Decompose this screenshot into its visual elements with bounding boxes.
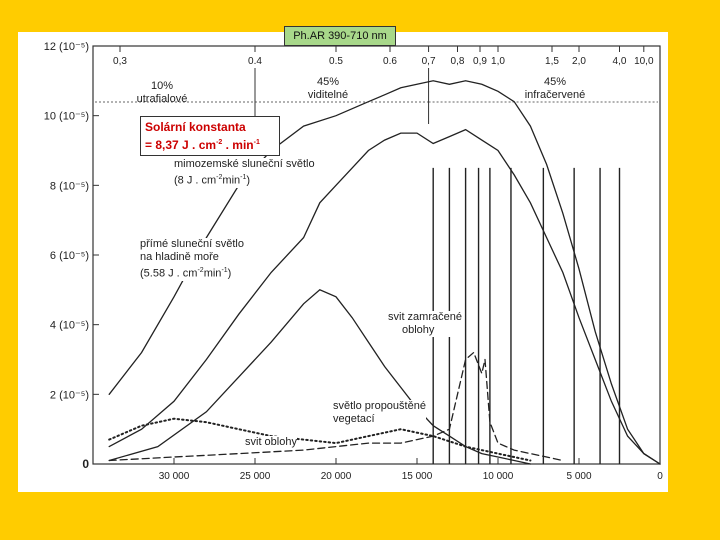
band-visible: 45% viditelné [296, 76, 360, 102]
x-bottom-tick-label: 0 [657, 471, 663, 482]
x-bottom-tick-label: 30 000 [159, 471, 190, 482]
annotation-vegetation: světlo propouštěné vegetací [333, 400, 426, 426]
par-banner: Ph.AR 390-710 nm [284, 26, 396, 46]
sky-light-curve [108, 417, 532, 462]
x-top-tick-label: 0,9 [473, 56, 487, 67]
x-top-tick-label: 0.4 [248, 56, 262, 67]
x-bottom-tick-label: 15 000 [402, 471, 433, 482]
spectrum-chart: 0 2 (10⁻⁵) 4 (10⁻⁵) 6 (10⁻⁵) 8 (10⁻⁵) 10 (10⁻… [44, 41, 663, 482]
annotation-overcast: svit zamračené oblohy [388, 311, 462, 337]
y-tick-label: 10 (10⁻⁵) [44, 111, 89, 123]
solar-constant-box: Solární konstanta = 8,37 J . cm-2 . min-… [140, 116, 280, 156]
annotation-sky: svit oblohy [245, 436, 297, 449]
x-top-tick-label: 4,0 [613, 56, 627, 67]
y-tick-label: 6 (10⁻⁵) [50, 250, 89, 262]
x-top-tick-label: 1,5 [545, 56, 559, 67]
x-top-tick-label: 0,7 [422, 56, 436, 67]
series-layer [108, 80, 661, 465]
x-bottom-tick-label: 20 000 [321, 471, 352, 482]
x-bottom-tick-label: 5 000 [566, 471, 591, 482]
y-tick-label: 4 (10⁻⁵) [50, 320, 89, 332]
x-top-tick-label: 0,3 [113, 56, 127, 67]
x-top-tick-label: 2,0 [572, 56, 586, 67]
band-infrared-name: infračervené [524, 89, 586, 101]
x-top-tick-label: 1,0 [491, 56, 505, 67]
direct-sunlight-curve [108, 128, 661, 465]
band-visible-percent: 45% [316, 76, 340, 88]
x-bottom-tick-label: 25 000 [240, 471, 271, 482]
solar-constant-value: = 8,37 J . cm-2 . min-1 [145, 138, 260, 152]
tick-layer: 0 2 (10⁻⁵) 4 (10⁻⁵) 6 (10⁻⁵) 8 (10⁻⁵) 10 (10⁻… [44, 41, 663, 482]
band-uv: 10% utrafialové [132, 80, 192, 106]
annotation-direct: přímé sluneční světlo na hladině moře (5… [140, 238, 244, 281]
x-top-tick-label: 10,0 [634, 56, 654, 67]
x-top-tick-label: 0.6 [383, 56, 397, 67]
band-uv-name: utrafialové [136, 93, 188, 105]
y-tick-label: 2 (10⁻⁵) [50, 389, 89, 401]
y-tick-label: 12 (10⁻⁵) [44, 41, 89, 53]
overcast-sky-curve [108, 289, 532, 465]
band-visible-name: viditelné [307, 89, 349, 101]
band-infrared-percent: 45% [543, 76, 567, 88]
band-uv-percent: 10% [150, 80, 174, 92]
solar-constant-title: Solární konstanta [145, 120, 246, 134]
annotation-extraterrestrial: mimozemské sluneční světlo (8 J . cm-2mi… [174, 158, 315, 188]
band-infrared: 45% infračervené [510, 76, 600, 102]
x-top-tick-label: 0.5 [329, 56, 343, 67]
x-bottom-tick-label: 10 000 [483, 471, 514, 482]
y-tick-label: 0 [82, 457, 89, 471]
x-top-tick-label: 0,8 [451, 56, 465, 67]
y-tick-label: 8 (10⁻⁵) [50, 180, 89, 192]
